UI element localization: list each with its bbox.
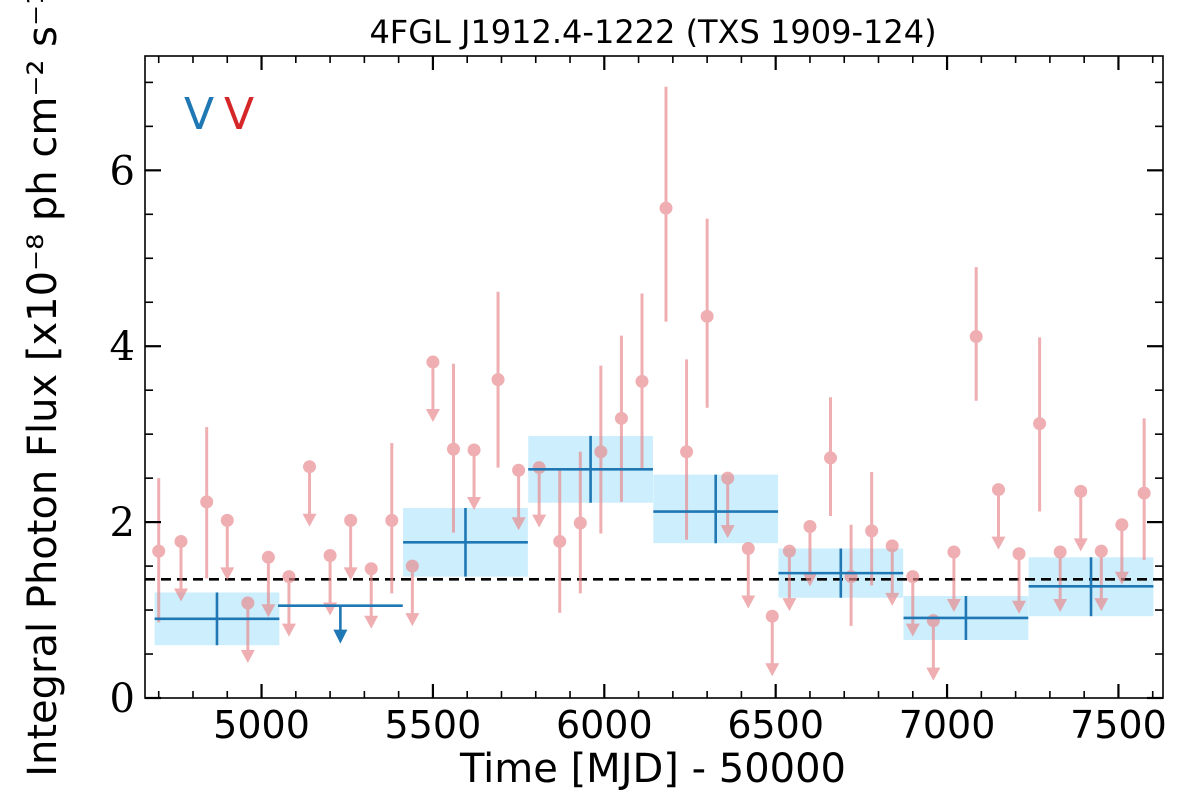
plot-frame xyxy=(144,55,1164,699)
fine-upper-limit-point xyxy=(1115,518,1129,532)
x-tick-label: 7500 xyxy=(1070,703,1167,747)
legend-marker: V xyxy=(224,89,254,140)
fine-data-point xyxy=(553,534,567,548)
fine-upper-limit-point xyxy=(765,609,779,623)
fine-upper-limit-arrow xyxy=(946,599,961,613)
fine-upper-limit-arrow xyxy=(765,663,780,677)
fine-data-point xyxy=(969,330,983,344)
fine-upper-limit-arrow xyxy=(1053,599,1068,613)
fine-data-point xyxy=(200,495,214,509)
fine-upper-limit-point xyxy=(1074,484,1088,498)
fine-upper-limit-point xyxy=(174,534,188,548)
fine-upper-limit-point xyxy=(885,539,899,553)
fine-data-point xyxy=(1033,417,1047,431)
fine-upper-limit-point xyxy=(1053,545,1067,559)
fine-upper-limit-point xyxy=(991,483,1005,497)
fine-data-point xyxy=(614,411,628,425)
fine-upper-limit-arrow xyxy=(1073,538,1088,552)
fine-upper-limit-arrow xyxy=(1094,598,1109,612)
y-tick-label: 0 xyxy=(110,676,135,722)
fine-data-point xyxy=(865,524,879,538)
fine-data-point xyxy=(1137,486,1151,500)
fine-upper-limit-point xyxy=(906,570,920,584)
fine-upper-limit-point xyxy=(282,570,296,584)
chart-title: 4FGL J1912.4-1222 (TXS 1909-124) xyxy=(369,13,936,51)
y-tick-label: 4 xyxy=(110,324,135,370)
x-tick-label: 5000 xyxy=(213,703,310,747)
fine-data-point xyxy=(385,513,399,527)
fine-data-point xyxy=(446,442,460,456)
fine-upper-limit-arrow xyxy=(173,588,188,602)
fine-upper-limit-point xyxy=(1094,544,1108,558)
fine-upper-limit-arrow xyxy=(741,595,756,609)
fine-upper-limit-arrow xyxy=(1012,600,1027,614)
fine-upper-limit-point xyxy=(303,460,317,474)
plot-area: 5000 5500 6000 6500 7000 7500 0 2 4 6 xyxy=(110,55,1167,747)
fine-data-point xyxy=(594,445,608,459)
x-tick-label: 7000 xyxy=(899,703,996,747)
fine-upper-limit-point xyxy=(405,559,419,573)
fine-upper-limit-point xyxy=(926,614,940,628)
fine-upper-limit-arrow xyxy=(532,514,547,528)
fine-data-point xyxy=(680,445,694,459)
fine-upper-limit-point xyxy=(721,471,735,485)
fine-data-point xyxy=(700,309,714,323)
fine-upper-limit-point xyxy=(220,513,234,527)
fine-data-point xyxy=(573,516,587,530)
fine-upper-limit-point xyxy=(782,544,796,558)
fine-data-point xyxy=(635,374,649,388)
x-tick-label: 6500 xyxy=(727,703,824,747)
x-tick-label: 5500 xyxy=(385,703,482,747)
fine-data-point xyxy=(659,201,673,215)
fine-series xyxy=(152,86,1151,681)
fine-upper-limit-arrow xyxy=(905,623,920,637)
fine-upper-limit-point xyxy=(803,520,817,534)
y-tick-label: 2 xyxy=(110,500,135,546)
fine-upper-limit-point xyxy=(512,463,526,477)
fine-upper-limit-point xyxy=(261,550,275,564)
fine-upper-limit-point xyxy=(426,355,440,369)
fine-upper-limit-arrow xyxy=(364,615,379,629)
fine-upper-limit-arrow xyxy=(261,604,276,618)
fine-data-point xyxy=(152,544,166,558)
fine-upper-limit-point xyxy=(364,562,378,576)
fine-upper-limit-point xyxy=(344,513,358,527)
y-tick-label: 6 xyxy=(110,148,135,194)
x-axis-label: Time [MJD] - 50000 xyxy=(459,746,846,792)
fine-upper-limit-arrow xyxy=(720,525,735,539)
fine-upper-limit-point xyxy=(947,545,961,559)
fine-upper-limit-arrow xyxy=(281,623,296,637)
fine-upper-limit-arrow xyxy=(425,409,440,423)
fine-data-point xyxy=(824,451,838,465)
fine-upper-limit-arrow xyxy=(240,650,255,664)
fine-upper-limit-arrow xyxy=(343,567,358,581)
fine-upper-limit-arrow xyxy=(782,598,797,612)
fine-upper-limit-arrow xyxy=(991,536,1006,550)
y-axis-label: Integral Photon Flux [x10⁻⁸ ph cm⁻² s⁻¹] xyxy=(20,0,66,777)
coarse-upper-limit-arrow xyxy=(333,629,348,644)
fine-upper-limit-point xyxy=(467,443,481,457)
legend-marker: V xyxy=(184,89,214,140)
fine-upper-limit-arrow xyxy=(802,573,817,587)
fine-upper-limit-point xyxy=(532,461,546,475)
fine-upper-limit-point xyxy=(741,541,755,555)
fine-upper-limit-point xyxy=(323,549,337,563)
fine-upper-limit-arrow xyxy=(926,667,941,681)
fine-data-point xyxy=(491,373,505,387)
fine-upper-limit-arrow xyxy=(220,567,235,581)
x-tick-label: 6000 xyxy=(556,703,653,747)
fine-upper-limit-arrow xyxy=(467,496,482,510)
fine-upper-limit-point xyxy=(241,596,255,610)
fine-upper-limit-arrow xyxy=(885,592,900,606)
fine-upper-limit-arrow xyxy=(302,513,317,527)
fine-upper-limit-arrow xyxy=(405,613,420,627)
fine-upper-limit-arrow xyxy=(1114,571,1129,585)
fine-upper-limit-arrow xyxy=(511,517,526,531)
fine-upper-limit-point xyxy=(1012,547,1026,561)
